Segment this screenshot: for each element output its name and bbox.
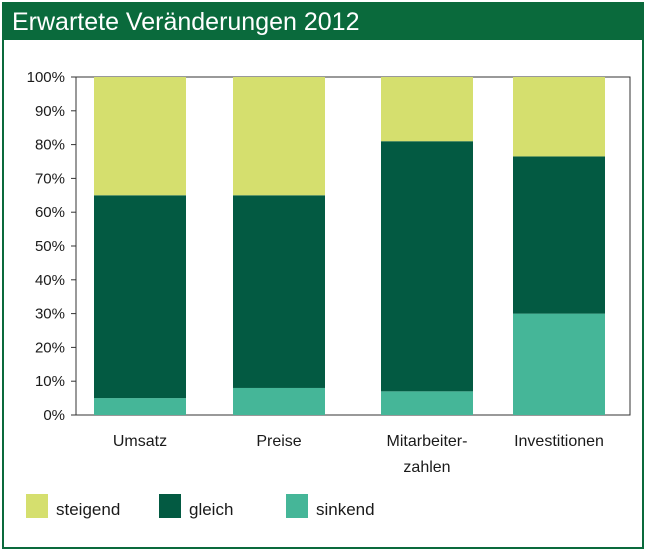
y-tick-label: 60%	[35, 204, 65, 221]
bar-steigend-3	[513, 77, 605, 157]
y-tick-label: 50%	[35, 238, 65, 255]
legend-label-steigend: steigend	[56, 500, 120, 519]
legend-swatch-steigend	[26, 494, 48, 518]
category-label: Mitarbeiter-zahlen	[387, 433, 468, 476]
legend-label-sinkend: sinkend	[316, 500, 375, 519]
y-tick-label: 30%	[35, 306, 65, 323]
legend-swatch-gleich	[159, 494, 181, 518]
category-label: Preise	[256, 433, 301, 450]
y-tick-label: 100%	[27, 69, 65, 86]
chart-title: Erwartete Veränderungen 2012	[12, 8, 360, 36]
y-tick-label: 80%	[35, 137, 65, 154]
y-tick-label: 40%	[35, 272, 65, 289]
y-tick-label: 10%	[35, 373, 65, 390]
y-tick-label: 70%	[35, 170, 65, 187]
title-bar: Erwartete Veränderungen 2012	[4, 4, 642, 40]
legend-label-gleich: gleich	[189, 500, 233, 519]
y-tick-label: 20%	[35, 339, 65, 356]
bar-steigend-0	[94, 77, 186, 196]
bar-gleich-0	[94, 195, 186, 399]
y-axis-ticks: 0% 10% 20% 30% 40% 50% 60% 70% 80% 90% 100%	[27, 69, 76, 424]
bar-steigend-1	[233, 77, 325, 196]
bar-sinkend-0	[94, 398, 186, 415]
x-axis-labels: Umsatz Preise Mitarbeiter-zahlen Investitio…	[113, 433, 604, 476]
legend-swatch-sinkend	[286, 494, 308, 518]
bar-sinkend-2	[381, 391, 473, 415]
bar-gleich-3	[513, 156, 605, 314]
bar-sinkend-1	[233, 387, 325, 415]
bar-steigend-2	[381, 77, 473, 142]
category-label: Umsatz	[113, 433, 167, 450]
bar-gleich-1	[233, 195, 325, 388]
y-tick-label: 0%	[43, 407, 65, 424]
bars	[94, 77, 605, 415]
legend: steigend gleich sinkend	[26, 494, 375, 519]
category-label: Investitionen	[514, 433, 604, 450]
bar-gleich-2	[381, 141, 473, 392]
y-tick-label: 90%	[35, 103, 65, 120]
bar-sinkend-3	[513, 313, 605, 415]
